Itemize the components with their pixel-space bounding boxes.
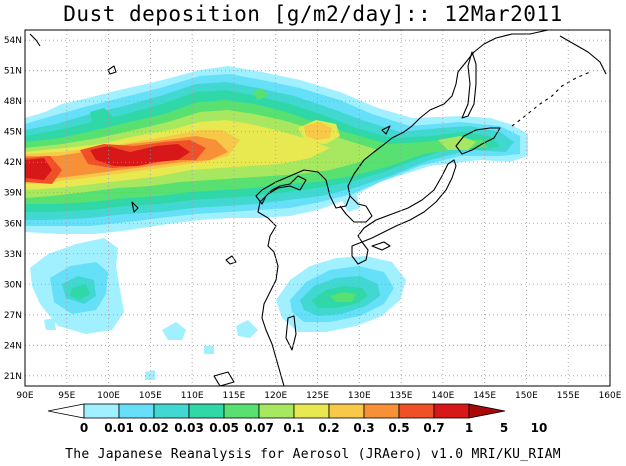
map-frame <box>24 29 611 387</box>
colorbar-segment <box>328 403 365 419</box>
colorbar-label: 0.2 <box>318 421 339 435</box>
lat-tick-label: 36N <box>4 219 22 229</box>
lat-tick-label: 39N <box>4 189 22 199</box>
lat-tick-label: 27N <box>4 311 22 321</box>
colorbar-label: 0.02 <box>139 421 169 435</box>
lon-tick-label: 140E <box>431 391 454 401</box>
coastlines <box>29 30 607 386</box>
colorbar-arrow-low <box>47 403 85 419</box>
colorbar-segment <box>223 403 260 419</box>
graticule <box>25 30 610 386</box>
longitude-labels: 90E 95E 100E 105E 110E 115E 120E 125E 130E 135E 14… <box>16 391 621 401</box>
colorbar-label: 0 <box>80 421 88 435</box>
colorbar-segment <box>258 403 295 419</box>
dust-field <box>25 66 528 380</box>
lon-tick-label: 130E <box>348 391 371 401</box>
lon-tick-label: 95E <box>58 391 75 401</box>
colorbar-segment <box>363 403 400 419</box>
lat-tick-label: 24N <box>4 341 22 351</box>
lon-tick-label: 150E <box>515 391 538 401</box>
map-title: Dust deposition [g/m2/day]:: 12Mar2011 <box>63 2 563 26</box>
colorbar-label: 0.01 <box>104 421 134 435</box>
lon-tick-label: 100E <box>97 391 120 401</box>
colorbar-label: 0.5 <box>388 421 409 435</box>
colorbar-label: 0.05 <box>209 421 239 435</box>
lat-tick-label: 54N <box>4 36 22 46</box>
colorbar-label: 0.1 <box>283 421 304 435</box>
lat-tick-label: 48N <box>4 97 22 107</box>
colorbar-label: 5 <box>500 421 508 435</box>
colorbar-segment <box>118 403 155 419</box>
lon-tick-label: 105E <box>139 391 162 401</box>
lon-tick-label: 135E <box>390 391 413 401</box>
colorbar-segment <box>153 403 190 419</box>
lon-tick-label: 90E <box>16 391 33 401</box>
lat-tick-label: 45N <box>4 128 22 138</box>
colorbar: 0 0.01 0.02 0.03 0.05 0.07 0.1 0.2 0.3 0.5 0.7 1 5 10 <box>47 403 548 435</box>
colorbar-segment <box>83 403 120 419</box>
lon-tick-label: 120E <box>264 391 287 401</box>
colorbar-label: 0.3 <box>353 421 374 435</box>
lon-tick-label: 160E <box>599 391 622 401</box>
lat-tick-label: 21N <box>4 372 22 382</box>
lon-tick-label: 110E <box>181 391 204 401</box>
lat-tick-label: 33N <box>4 250 22 260</box>
colorbar-segment <box>398 403 435 419</box>
colorbar-label: 0.7 <box>423 421 444 435</box>
colorbar-segment <box>188 403 225 419</box>
colorbar-arrow-high <box>468 403 506 419</box>
colorbar-label: 0.03 <box>174 421 204 435</box>
colorbar-segment <box>293 403 330 419</box>
dust-contour-level-11 <box>25 144 190 180</box>
lat-tick-label: 42N <box>4 158 22 168</box>
lon-tick-label: 125E <box>306 391 329 401</box>
colorbar-label: 1 <box>465 421 473 435</box>
colorbar-label: 10 <box>531 421 548 435</box>
lat-tick-label: 30N <box>4 280 22 290</box>
data-source-credit: The Japanese Reanalysis for Aerosol (JRA… <box>65 447 561 462</box>
lon-tick-label: 155E <box>557 391 580 401</box>
colorbar-label: 0.07 <box>244 421 274 435</box>
latitude-labels: 21N 24N 27N 30N 33N 36N 39N 42N 45N 48N 51N 54N <box>4 36 22 382</box>
lat-tick-label: 51N <box>4 67 22 77</box>
lon-tick-label: 145E <box>473 391 496 401</box>
lon-tick-label: 115E <box>222 391 245 401</box>
colorbar-segment <box>433 403 470 419</box>
